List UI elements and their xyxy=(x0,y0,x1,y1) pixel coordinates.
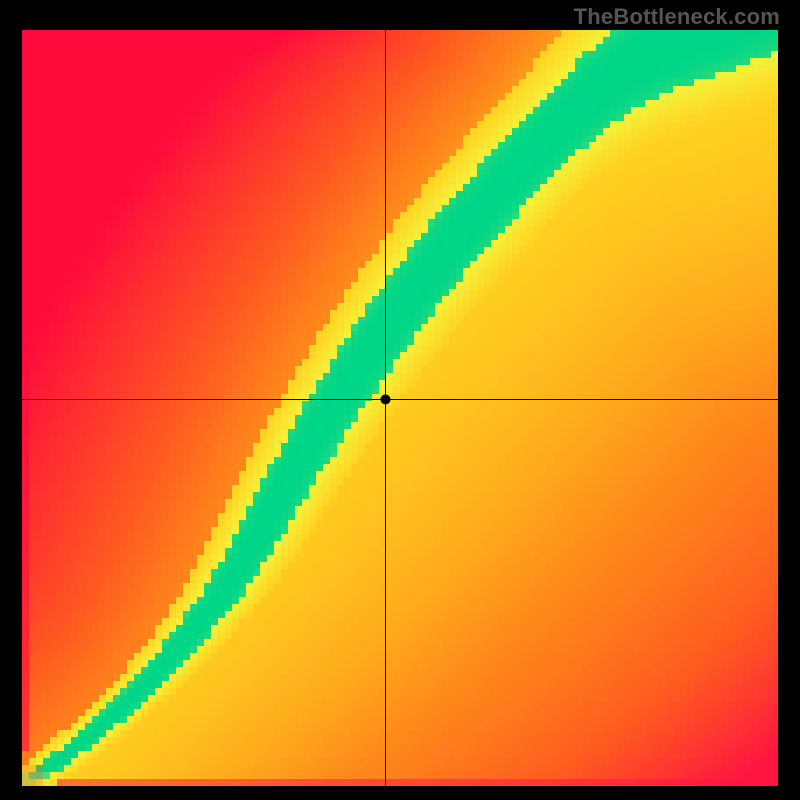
watermark-label: TheBottleneck.com xyxy=(574,4,780,30)
chart-container: TheBottleneck.com xyxy=(0,0,800,800)
bottleneck-heatmap xyxy=(22,30,778,786)
